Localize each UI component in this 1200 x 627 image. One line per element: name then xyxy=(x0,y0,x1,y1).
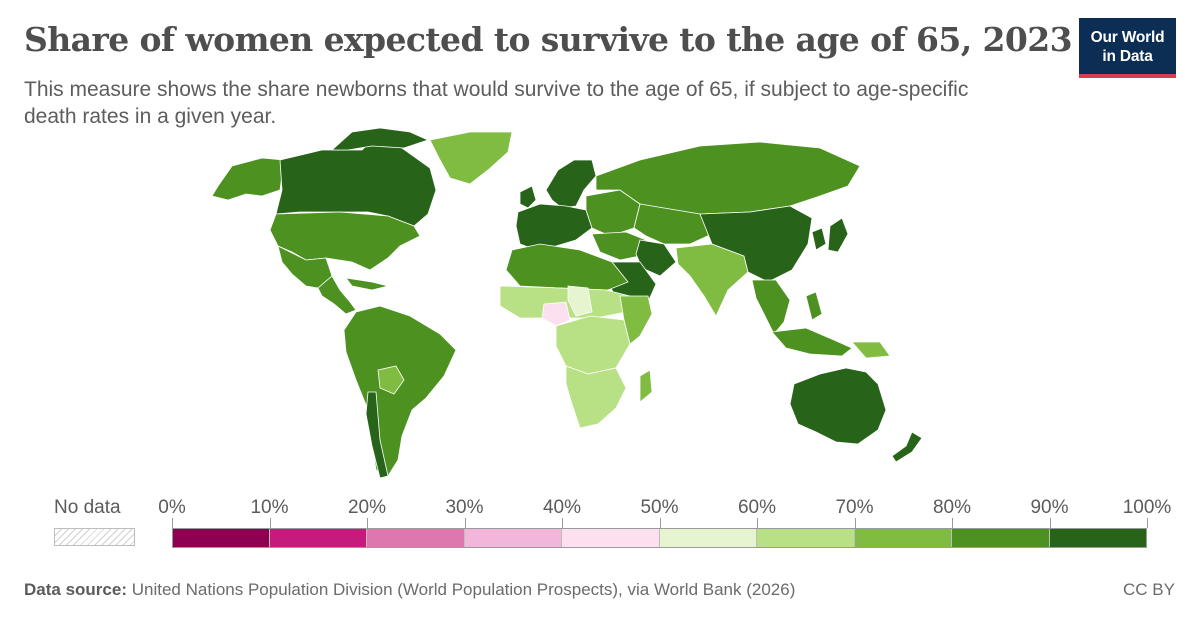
legend-tick-label: 90% xyxy=(1030,497,1069,518)
map-region-greenland[interactable] xyxy=(429,131,513,185)
source-text[interactable]: United Nations Population Division (Worl… xyxy=(131,580,796,599)
map-region-madagascar[interactable] xyxy=(639,369,653,403)
map-region-alaska[interactable] xyxy=(211,157,285,201)
legend-tick-mark xyxy=(757,518,758,528)
legend-tick-label: 60% xyxy=(737,497,777,518)
legend-tick-label: 10% xyxy=(250,497,289,518)
map-region-chad[interactable] xyxy=(567,285,593,317)
map-region-chile[interactable] xyxy=(365,391,389,479)
map-region-caribbean[interactable] xyxy=(345,277,389,291)
legend-tick-mark xyxy=(952,518,953,528)
legend-tick-label: 20% xyxy=(347,497,387,518)
legend-tick-label: 40% xyxy=(542,497,582,518)
map-region-east-africa[interactable] xyxy=(619,295,653,345)
map-region-north-africa[interactable] xyxy=(505,243,629,291)
map-region-japan[interactable] xyxy=(827,217,849,253)
legend-tick-label: 80% xyxy=(932,497,972,518)
legend-color-bin[interactable] xyxy=(562,528,660,548)
map-region-central-africa[interactable] xyxy=(555,315,631,375)
legend-tick-label: 0% xyxy=(158,497,186,518)
legend-color-bin[interactable] xyxy=(854,528,952,548)
legend-tick-label: 30% xyxy=(445,497,484,518)
map-region-scandinavia[interactable] xyxy=(545,159,597,209)
legend-color-bin[interactable] xyxy=(172,528,270,548)
legend-color-bin[interactable] xyxy=(757,528,855,548)
legend-tick-mark xyxy=(1147,518,1148,528)
map-region-russia[interactable] xyxy=(595,141,861,215)
legend-tick-mark xyxy=(660,518,661,528)
logo-line-2: in Data xyxy=(1102,48,1153,65)
legend-no-data-swatch[interactable] xyxy=(54,528,135,546)
map-region-south-america[interactable] xyxy=(343,305,457,477)
legend-color-bin[interactable] xyxy=(464,528,562,548)
map-region-bolivia[interactable] xyxy=(377,365,405,395)
legend-color-bin[interactable] xyxy=(952,528,1050,548)
legend-tick-mark xyxy=(270,518,271,528)
license-link[interactable]: CC BY xyxy=(1123,580,1175,599)
map-region-papua-new-guinea[interactable] xyxy=(851,341,891,359)
legend-tick-mark xyxy=(855,518,856,528)
map-region-southern-africa[interactable] xyxy=(565,365,627,429)
world-map[interactable] xyxy=(0,118,1200,488)
chart-title: Share of women expected to survive to th… xyxy=(24,20,1073,59)
legend-tick-mark xyxy=(367,518,368,528)
map-region-indonesia[interactable] xyxy=(771,327,853,357)
legend-tick-mark xyxy=(172,518,173,528)
map-region-korea[interactable] xyxy=(811,227,827,251)
legend-color-bin[interactable] xyxy=(659,528,757,548)
legend-tick-mark xyxy=(562,518,563,528)
legend-tick-mark xyxy=(465,518,466,528)
legend-color-bin[interactable] xyxy=(1049,528,1147,548)
legend-color-bin[interactable] xyxy=(367,528,465,548)
map-region-canada-islands[interactable] xyxy=(330,127,430,151)
source-label: Data source: xyxy=(24,580,127,599)
footer-source: Data source: United Nations Population D… xyxy=(24,580,795,600)
map-region-south-asia[interactable] xyxy=(675,243,749,317)
legend-color-bin[interactable] xyxy=(269,528,367,548)
map-region-nigeria[interactable] xyxy=(541,301,571,327)
owid-logo[interactable]: Our World in Data xyxy=(1079,18,1176,78)
map-region-china[interactable] xyxy=(699,205,813,283)
map-region-southeast-asia[interactable] xyxy=(751,279,791,335)
legend-tick-label: 100% xyxy=(1122,497,1172,518)
map-region-philippines[interactable] xyxy=(805,291,823,321)
map-region-western-europe[interactable] xyxy=(515,203,593,251)
legend-tick-label: 50% xyxy=(640,497,679,518)
map-region-iran[interactable] xyxy=(635,239,677,277)
legend-tick-label: 70% xyxy=(835,497,874,518)
map-region-australia[interactable] xyxy=(789,367,887,445)
chart-subtitle: This measure shows the share newborns th… xyxy=(24,78,969,128)
legend-tick-mark xyxy=(1050,518,1051,528)
map-region-new-zealand[interactable] xyxy=(891,431,923,463)
map-region-uk[interactable] xyxy=(519,185,537,209)
legend-no-data-label: No data xyxy=(54,497,121,518)
logo-line-1: Our World xyxy=(1090,29,1165,46)
color-legend: No data 0% 10% 20% 30% 40% 50% 60% 70% 80% 90% 100… xyxy=(0,490,1200,560)
map-region-central-america[interactable] xyxy=(317,275,357,315)
